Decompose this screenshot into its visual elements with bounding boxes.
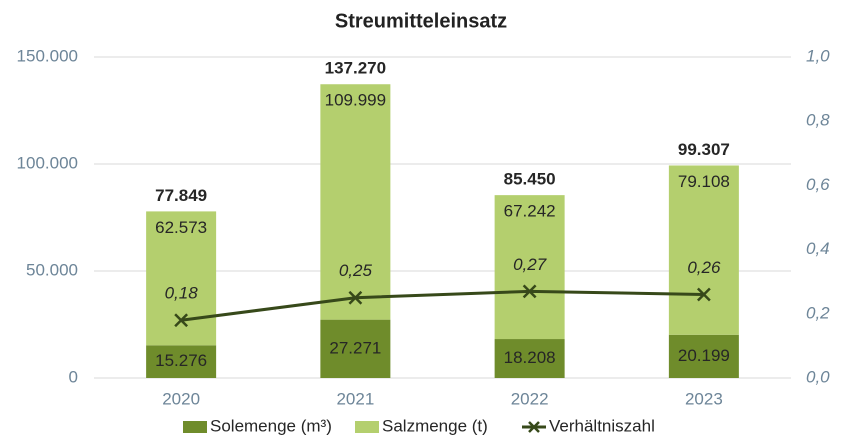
y2-tick-label: 0,0 — [806, 367, 830, 386]
bar-segment — [494, 195, 565, 340]
bar-segment — [146, 211, 217, 346]
line-label: 0,18 — [165, 284, 199, 303]
data-label: 27.271 — [329, 338, 381, 357]
legend-label: Solemenge (m³) — [210, 416, 332, 435]
y-tick-label: 150.000 — [17, 46, 78, 65]
y2-tick-label: 0,6 — [806, 175, 830, 194]
y-tick-label: 100.000 — [17, 153, 78, 172]
legend-marker — [528, 421, 540, 433]
line — [180, 289, 704, 322]
total-label: 77.849 — [155, 186, 207, 205]
line-marker — [348, 290, 363, 305]
y2-tick-label: 0,2 — [806, 303, 830, 322]
bar-segment — [494, 339, 565, 378]
chart-title: Streumitteleinsatz — [335, 10, 507, 32]
x-tick-label: 2020 — [162, 389, 200, 408]
data-label: 109.999 — [325, 91, 386, 110]
total-label: 85.450 — [504, 170, 556, 189]
bar-segment — [668, 165, 739, 335]
legend-swatch — [183, 421, 207, 433]
y-tick-label: 50.000 — [26, 260, 78, 279]
y-tick-label: 0 — [69, 367, 78, 386]
line-marker — [174, 313, 189, 328]
data-label: 67.242 — [504, 202, 556, 221]
bar-segment — [320, 84, 391, 320]
legend-label: Verhältniszahl — [549, 416, 655, 435]
y2-tick-label: 0,8 — [806, 111, 830, 130]
data-label: 62.573 — [155, 218, 207, 237]
line-label: 0,27 — [513, 255, 547, 274]
total-label: 99.307 — [678, 140, 730, 159]
data-label: 79.108 — [678, 172, 730, 191]
legend-swatch — [355, 421, 379, 433]
data-label: 15.276 — [155, 351, 207, 370]
line-marker — [522, 284, 537, 299]
bar-segment — [668, 334, 739, 378]
total-label: 137.270 — [325, 59, 386, 78]
data-label: 20.199 — [678, 346, 730, 365]
bar-segment — [146, 345, 217, 378]
line-marker — [696, 287, 711, 302]
x-tick-label: 2023 — [685, 389, 723, 408]
x-tick-label: 2022 — [511, 389, 549, 408]
data-label: 18.208 — [504, 348, 556, 367]
legend-label: Salzmenge (t) — [382, 416, 488, 435]
line-label: 0,26 — [687, 258, 721, 277]
line-label: 0,25 — [339, 261, 373, 280]
bar-segment — [320, 319, 391, 378]
y2-tick-label: 1,0 — [806, 46, 830, 65]
x-tick-label: 2021 — [336, 389, 374, 408]
y2-tick-label: 0,4 — [806, 239, 830, 258]
